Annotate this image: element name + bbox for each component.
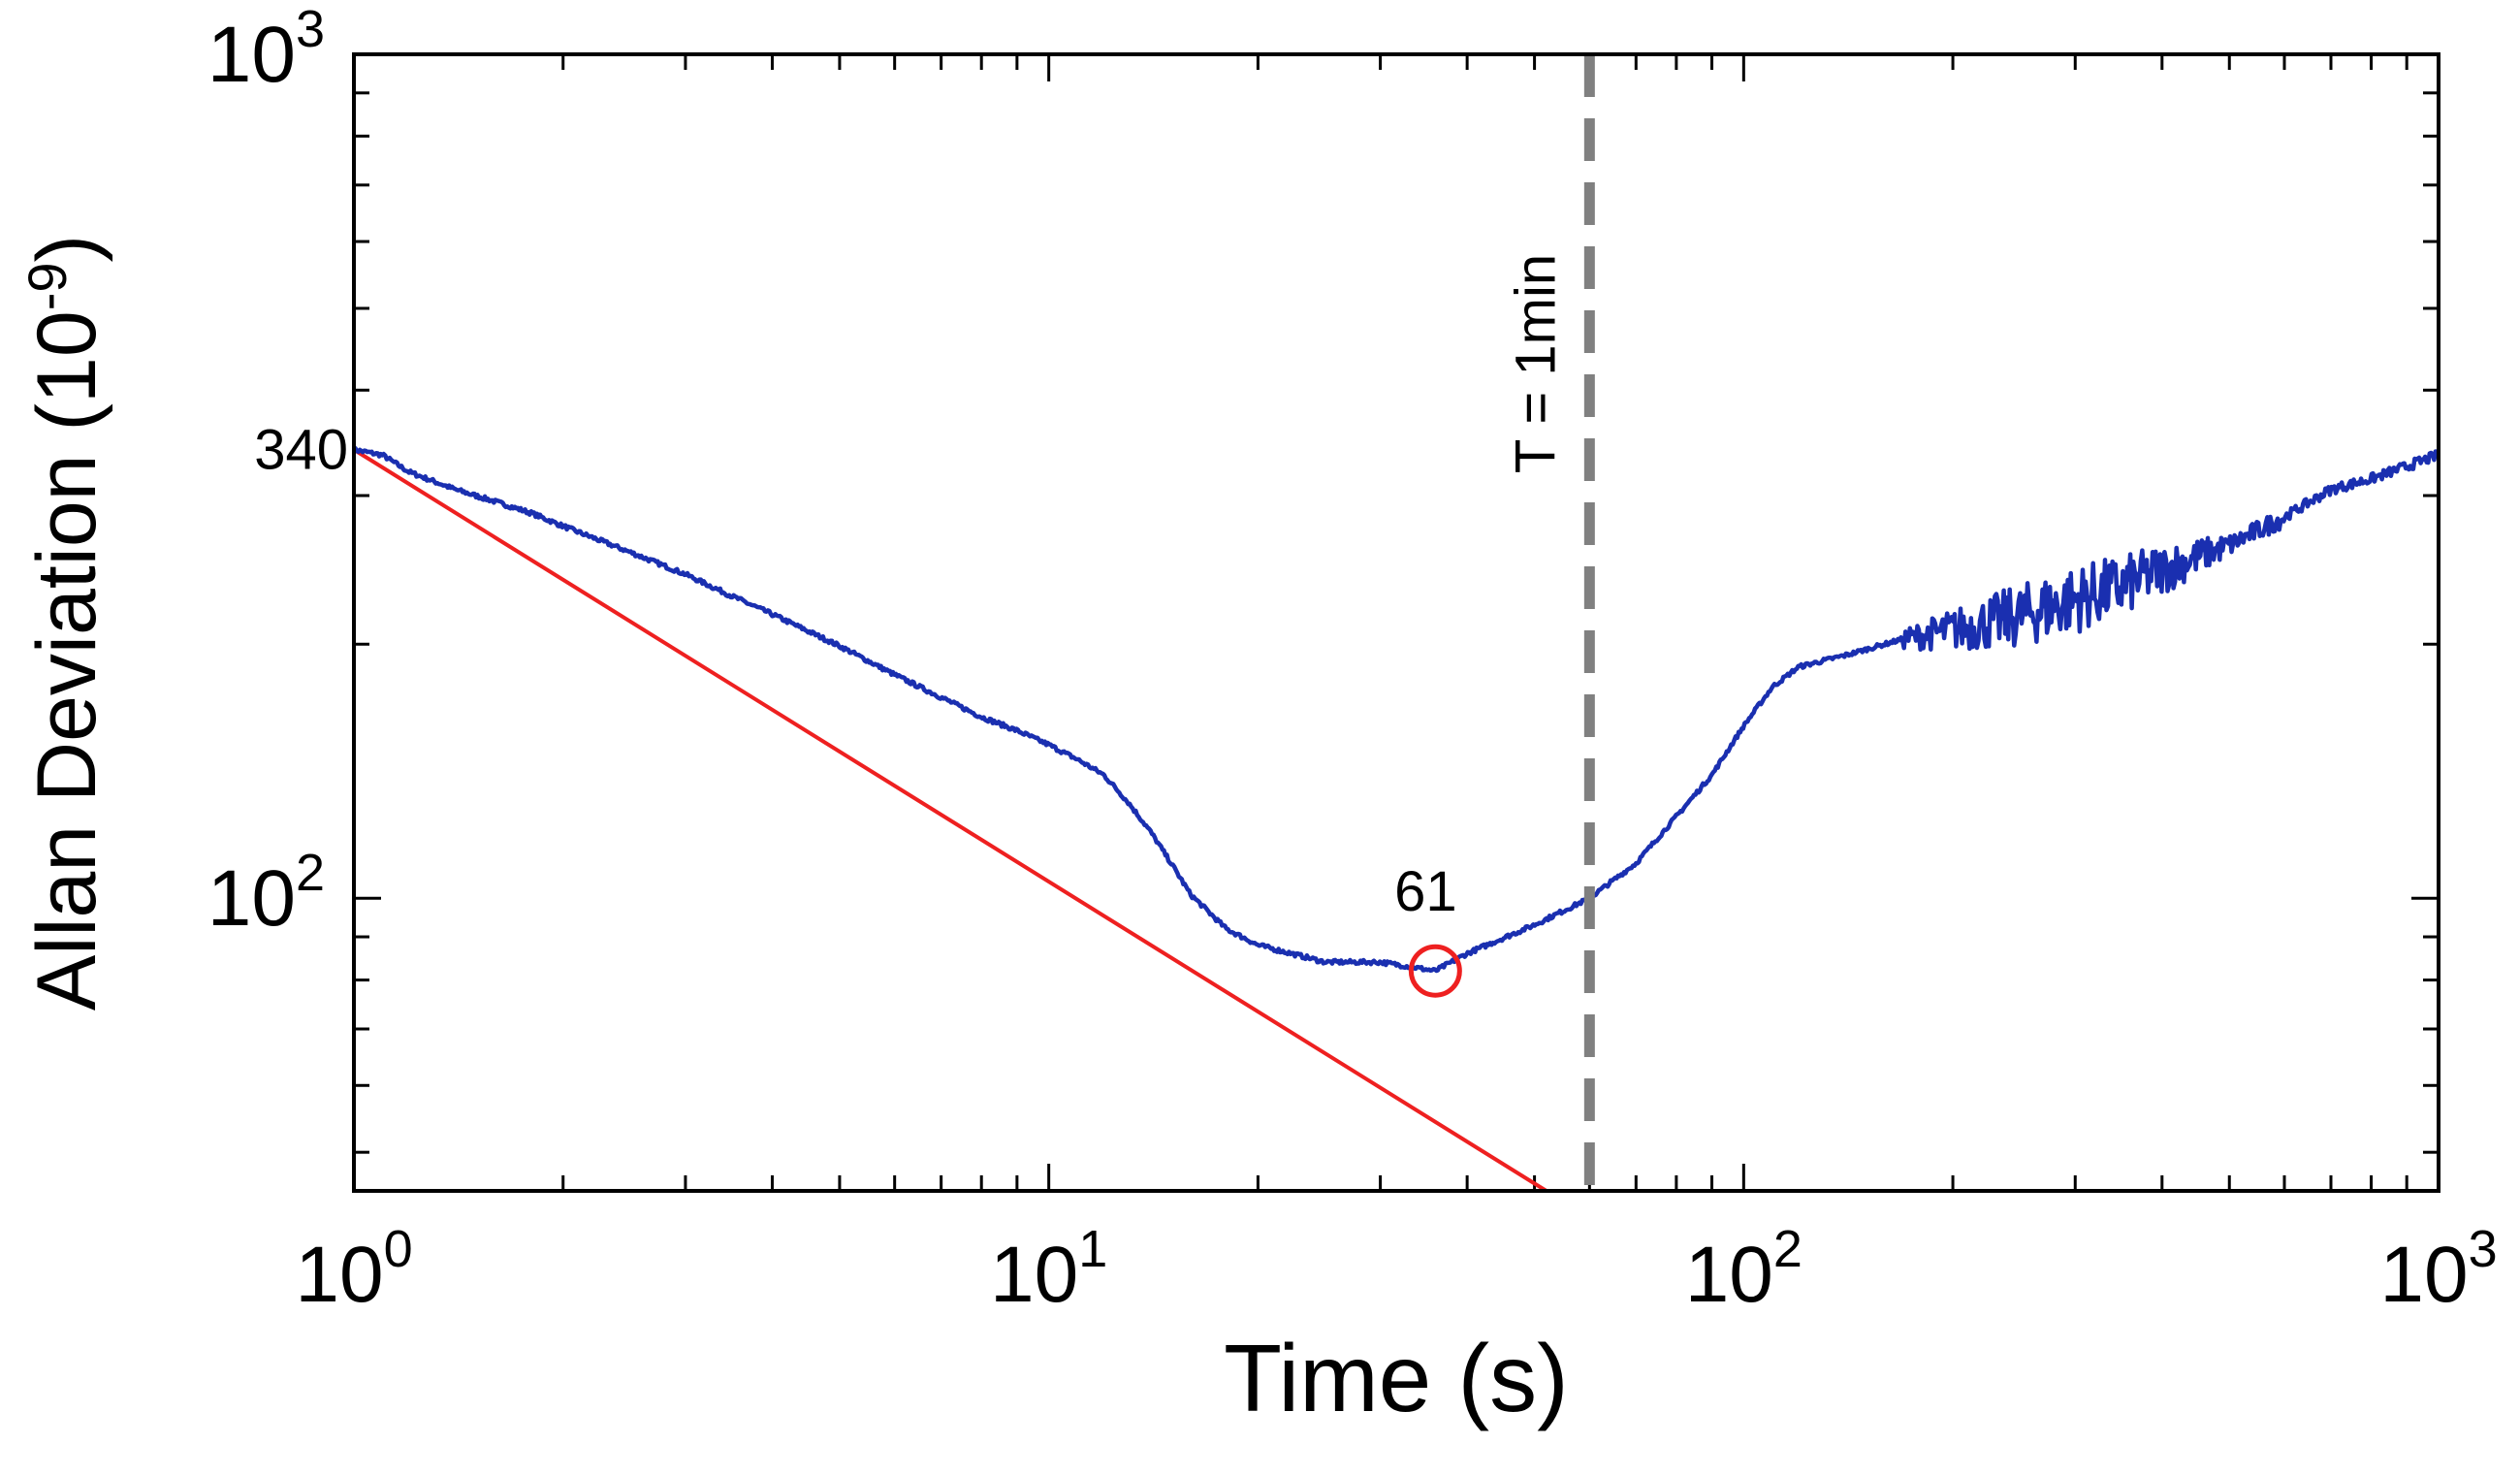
reference-line-layer <box>354 448 1547 1191</box>
y-axis-title: Allan Deviation (10-9) <box>16 235 113 1011</box>
start-value-label: 340 <box>254 419 348 482</box>
plot-frame <box>352 52 2440 1193</box>
x-tick-label-base: 10 <box>990 1231 1078 1319</box>
x-axis-title: Time (s) <box>1224 1325 1569 1431</box>
allan-deviation-line <box>354 445 2439 974</box>
x-tick-label-base: 10 <box>295 1231 383 1319</box>
x-tick-label-exponent: 2 <box>1773 1220 1802 1278</box>
y-tick-label-base: 10 <box>207 854 296 943</box>
series-layer <box>354 445 2439 974</box>
x-tick-label-base: 10 <box>2379 1231 2468 1319</box>
one-minute-label: T = 1min <box>1504 254 1567 473</box>
x-tick-label: 101 <box>990 1220 1107 1319</box>
reference-slope-line <box>354 448 1547 1191</box>
x-tick-label-exponent: 0 <box>384 1220 413 1278</box>
y-axis-title-exponent: -9 <box>16 262 78 310</box>
x-tick-label: 100 <box>295 1220 412 1319</box>
y-axis-title-main: Allan Deviation (10 <box>20 310 113 1011</box>
y-axis-title-close: ) <box>20 235 113 263</box>
y-tick-label: 103 <box>207 0 325 99</box>
y-tick-label-base: 10 <box>207 11 296 99</box>
y-tick-label: 102 <box>207 844 325 943</box>
minimum-marker-circle <box>1408 944 1462 998</box>
x-tick-label-base: 10 <box>1685 1231 1773 1319</box>
x-tick-label: 103 <box>2379 1220 2497 1319</box>
minimum-value-label: 61 <box>1394 860 1457 923</box>
y-tick-label-exponent: 3 <box>296 0 325 58</box>
x-tick-label-exponent: 3 <box>2469 1220 2498 1278</box>
y-tick-label-exponent: 2 <box>296 844 325 902</box>
x-tick-label: 102 <box>1685 1220 1802 1319</box>
x-tick-label-exponent: 1 <box>1078 1220 1107 1278</box>
annotation-layer: 340 61 T = 1min <box>254 254 1567 998</box>
minor-ticks <box>352 54 2439 1191</box>
